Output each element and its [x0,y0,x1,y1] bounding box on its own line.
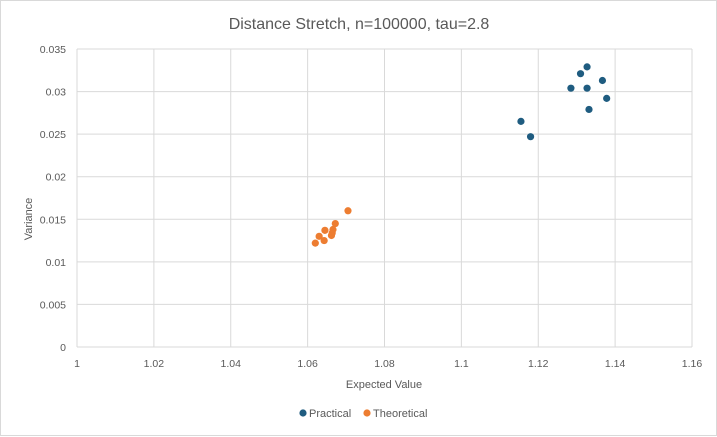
x-tick-label: 1.16 [682,358,703,370]
data-point-practical [576,70,585,78]
gridlines [76,48,693,348]
x-tick-label: 1 [74,358,80,370]
y-axis-ticks: 0 0.005 0.01 0.015 0.02 0.025 0.03 0.035 [40,44,66,354]
x-tick-label: 1.06 [297,358,318,370]
x-tick-label: 1.04 [221,358,242,370]
x-axis-ticks: 1 1.02 1.04 1.06 1.08 1.1 1.12 1.14 1.16 [74,358,702,370]
data-point-theoretical [315,232,323,240]
data-point-theoretical [320,236,328,245]
data-point-practical [603,94,611,102]
y-tick-label: 0.025 [40,129,66,141]
data-points [311,63,611,247]
chart-title: Distance Stretch, n=100000, tau=2.8 [229,16,490,33]
y-tick-label: 0.015 [40,214,66,226]
x-tick-label: 1.12 [528,358,549,370]
y-tick-label: 0.035 [40,44,66,56]
data-point-practical [517,117,525,125]
data-point-practical [583,63,591,71]
data-point-theoretical [331,219,339,228]
legend: Practical Theoretical [299,408,427,420]
series-practical [517,63,611,141]
data-point-theoretical [311,239,319,247]
x-tick-label: 1.14 [605,358,626,370]
legend-marker-theoretical [363,409,371,417]
y-tick-label: 0.01 [46,257,67,269]
y-tick-label: 0.02 [46,172,67,184]
series-theoretical [311,207,352,247]
data-point-practical [598,76,607,85]
x-tick-label: 1.08 [374,358,395,370]
data-point-practical [585,105,593,114]
data-point-practical [583,84,591,92]
x-tick-label: 1.02 [144,358,165,370]
y-tick-label: 0.005 [40,299,66,311]
legend-marker-practical [299,409,307,417]
legend-label-practical: Practical [309,408,351,420]
data-point-theoretical [344,207,352,215]
legend-label-theoretical: Theoretical [373,408,427,420]
x-tick-label: 1.1 [454,358,469,370]
x-axis-label: Expected Value [346,379,422,391]
data-point-practical [526,133,535,141]
y-tick-label: 0.03 [46,87,67,99]
y-tick-label: 0 [60,342,66,354]
data-point-theoretical [329,225,337,234]
data-point-theoretical [321,226,329,234]
data-point-practical [567,84,575,92]
y-axis-label: Variance [23,198,35,241]
